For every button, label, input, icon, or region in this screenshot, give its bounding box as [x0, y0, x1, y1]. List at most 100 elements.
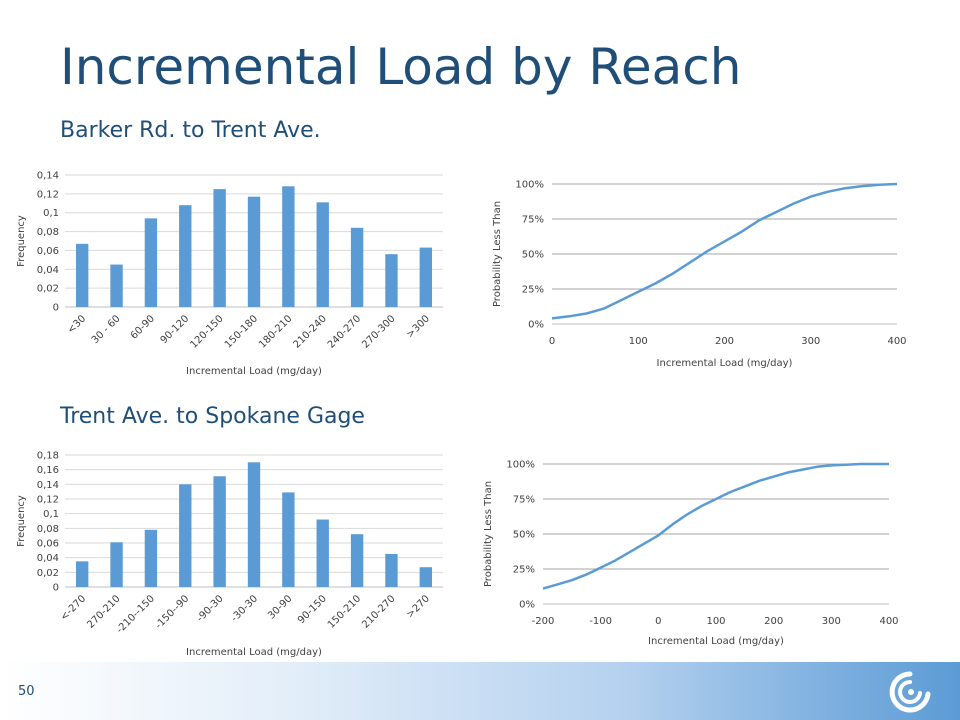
y-axis-label: Frequency	[16, 215, 27, 267]
x-axis-label: Incremental Load (mg/day)	[648, 636, 784, 647]
bar	[144, 218, 158, 307]
x-tick-label: 240-270	[326, 313, 363, 350]
y-tick-label: 25%	[513, 565, 535, 576]
y-tick-label: 75%	[522, 215, 544, 226]
bar	[385, 554, 398, 587]
bar	[247, 196, 261, 307]
x-tick-label: 200	[715, 336, 734, 347]
cdf-trent-spokane: 0% 25% 50% 75% 100% -200 -100 0 100 200 300 400 Prob…	[483, 460, 899, 648]
y-tick-label: 0,04	[37, 553, 59, 564]
x-tick-label: -30-30	[229, 593, 260, 624]
y-tick-label: 0%	[528, 320, 544, 331]
x-tick-label: 400	[879, 616, 898, 627]
x-tick-label: >300	[405, 313, 432, 340]
bar	[110, 542, 123, 587]
cdf-series-line	[551, 182, 898, 320]
x-tick-label: 210-270	[360, 593, 397, 630]
x-tick-label: 100	[706, 616, 725, 627]
bar	[282, 492, 295, 587]
y-tick-label: 0,04	[37, 265, 59, 276]
x-axis-label: Incremental Load (mg/day)	[186, 366, 322, 377]
y-tick-label: 0,16	[37, 465, 59, 476]
x-tick-label: 30-90	[266, 593, 294, 621]
y-tick-label: 75%	[513, 495, 535, 506]
x-tick-label: 60-90	[129, 313, 157, 341]
bar	[247, 462, 261, 587]
x-axis-label: Incremental Load (mg/day)	[186, 647, 322, 658]
y-axis-label: Frequency	[16, 495, 27, 547]
bar	[350, 534, 364, 587]
page-number: 50	[18, 684, 35, 699]
bar	[179, 484, 192, 587]
y-tick-label: 0,06	[37, 539, 59, 550]
bar	[419, 567, 433, 587]
y-tick-label: 0,14	[37, 171, 59, 182]
y-tick-label: 50%	[522, 250, 544, 261]
y-tick-label: 0,06	[37, 246, 59, 257]
y-tick-label: 25%	[522, 285, 544, 296]
y-tick-label: 100%	[506, 460, 535, 471]
bar	[385, 254, 398, 307]
x-tick-label: >270	[405, 593, 432, 620]
x-tick-label: -100	[589, 616, 612, 627]
x-tick-label: 210-240	[292, 313, 329, 350]
x-tick-label: 270-300	[360, 313, 397, 350]
bar	[316, 202, 329, 307]
y-tick-label: 0,14	[37, 480, 59, 491]
x-tick-label: 400	[887, 336, 906, 347]
x-tick-label: <-270	[59, 593, 89, 623]
bar	[179, 205, 192, 307]
y-tick-label: 0,1	[43, 509, 59, 520]
bar	[213, 476, 226, 587]
x-axis-label: Incremental Load (mg/day)	[657, 358, 793, 369]
x-tick-label: 90-120	[159, 313, 192, 346]
swirl-logo-icon	[889, 671, 931, 713]
y-tick-label: 0,1	[43, 208, 59, 219]
x-tick-label: -200	[532, 616, 555, 627]
x-tick-label: 200	[764, 616, 783, 627]
x-tick-label: 0	[655, 616, 661, 627]
x-tick-label: 300	[822, 616, 841, 627]
y-tick-label: 0,02	[37, 284, 59, 295]
x-tick-label: 100	[629, 336, 648, 347]
x-tick-label: 150-180	[223, 313, 260, 350]
x-tick-label: 150-210	[326, 593, 363, 630]
bar	[350, 227, 364, 307]
bar	[282, 186, 295, 307]
y-axis-label: Probability Less Than	[483, 481, 494, 587]
y-tick-label: 0	[53, 303, 59, 314]
y-tick-label: 0,12	[37, 189, 59, 200]
cdf-barker-trent: 0% 25% 50% 75% 100% 0 100 200 300 400 Probability …	[492, 180, 907, 370]
bar	[144, 529, 158, 587]
x-tick-label: -90-30	[195, 593, 226, 624]
x-tick-label: 300	[801, 336, 820, 347]
y-tick-label: 0,18	[37, 451, 59, 462]
histogram-trent-spokane: 0 0,02 0,04 0,06 0,08 0,1 0,12 0,14 0,16 0,18 <-27…	[16, 451, 443, 658]
y-axis-label: Probability Less Than	[492, 201, 503, 307]
bar	[419, 247, 433, 307]
y-tick-label: 0	[53, 583, 59, 594]
section-subtitle-barker-trent: Barker Rd. to Trent Ave.	[60, 118, 321, 143]
slide-title: Incremental Load by Reach	[60, 38, 742, 96]
x-tick-label: <30	[66, 313, 89, 336]
x-tick-label: 30 - 60	[90, 313, 123, 346]
bar	[75, 561, 89, 587]
bar	[110, 264, 123, 307]
y-tick-label: 0,08	[37, 227, 59, 238]
cdf-series-line	[542, 462, 889, 590]
y-tick-label: 0,12	[37, 495, 59, 506]
y-tick-label: 0,02	[37, 568, 59, 579]
y-tick-label: 0,08	[37, 524, 59, 535]
bar	[316, 519, 329, 587]
y-tick-label: 50%	[513, 530, 535, 541]
y-tick-label: 100%	[515, 180, 544, 191]
x-tick-label: 120-150	[188, 313, 225, 350]
x-tick-label: 180-210	[257, 313, 294, 350]
bar	[213, 189, 226, 307]
x-tick-label: -150--90	[153, 593, 191, 631]
bar	[75, 243, 89, 307]
x-tick-label: 90-150	[296, 593, 329, 626]
section-subtitle-trent-spokane: Trent Ave. to Spokane Gage	[60, 404, 365, 429]
y-tick-label: 0%	[519, 600, 535, 611]
x-tick-label: 0	[549, 336, 555, 347]
